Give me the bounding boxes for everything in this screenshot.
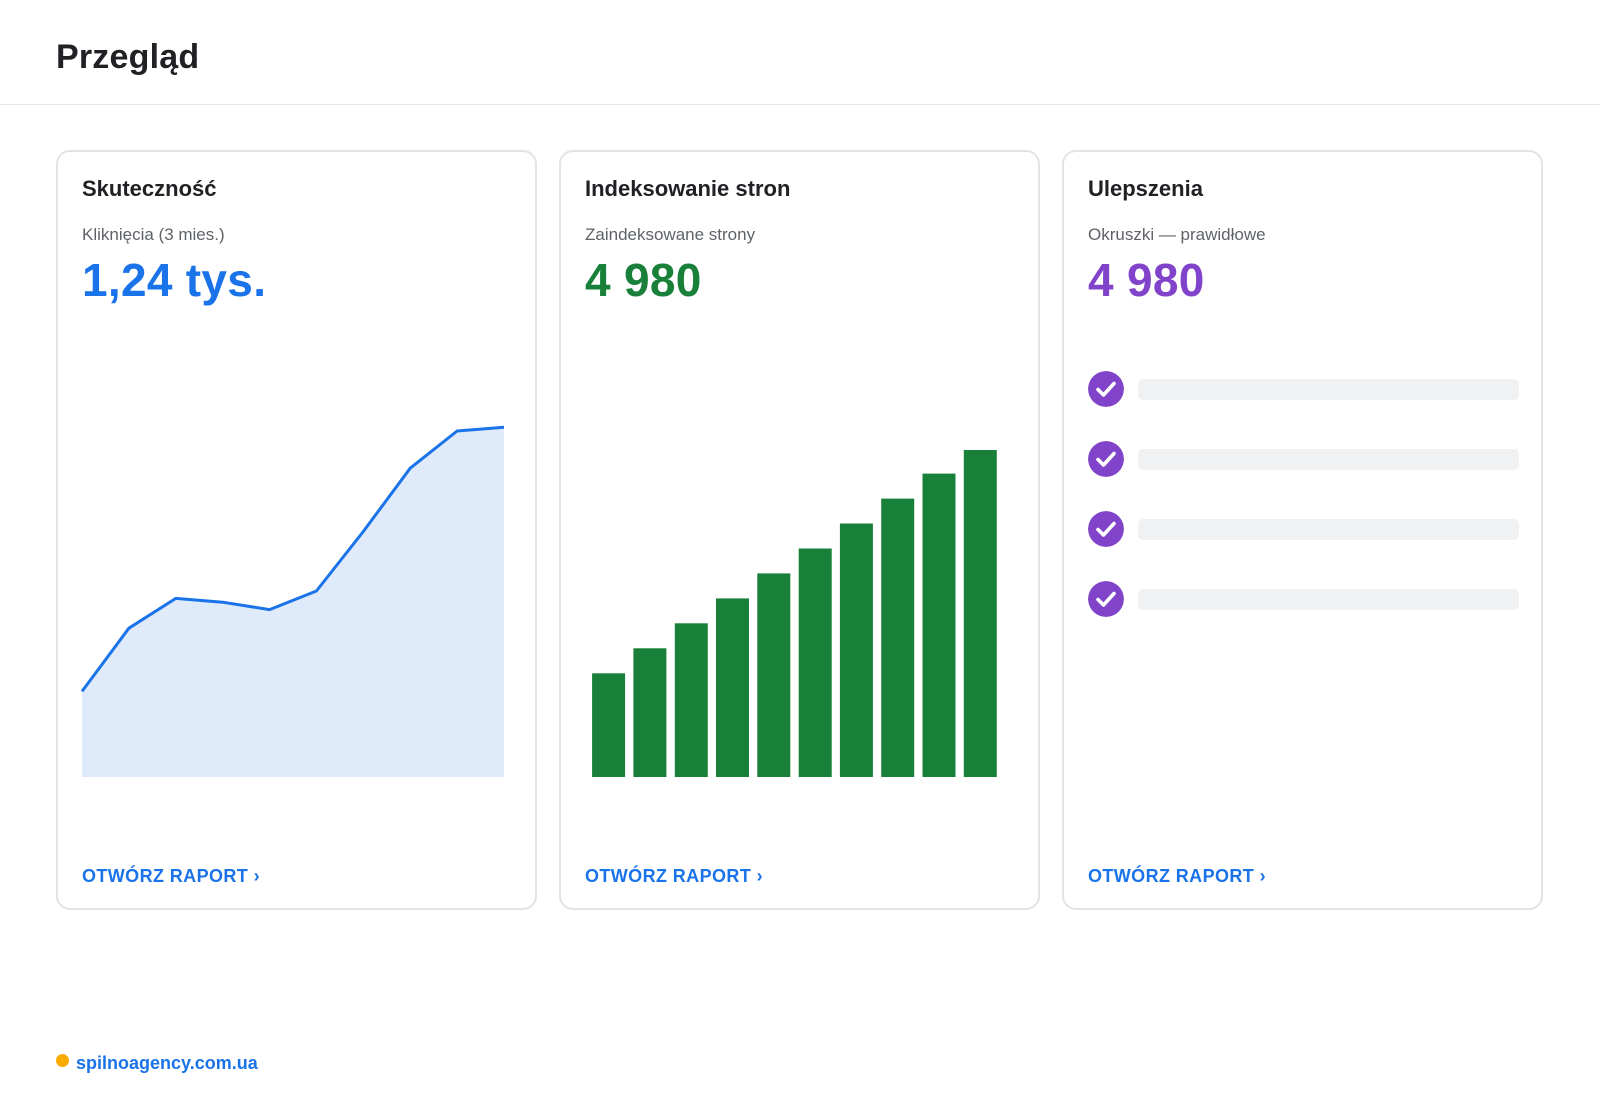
list-item bbox=[1088, 581, 1521, 617]
card-subtitle: Zaindeksowane strony bbox=[585, 225, 756, 244]
card-subtitle: Okruszki — prawidłowe bbox=[1088, 225, 1266, 244]
list-item bbox=[1088, 371, 1521, 407]
bar bbox=[922, 473, 956, 777]
list-item bbox=[1088, 511, 1521, 547]
footer-site-link[interactable]: spilnoagency.com.ua bbox=[76, 1053, 258, 1073]
bar bbox=[633, 648, 667, 777]
card-metric: 4 980 bbox=[585, 254, 702, 306]
list-item bbox=[1088, 441, 1521, 477]
check-circle-icon bbox=[1088, 511, 1124, 547]
open-report-link[interactable]: OTWÓRZ RAPORT › bbox=[82, 866, 260, 886]
card-metric: 4 980 bbox=[1088, 254, 1205, 306]
area-fill bbox=[82, 427, 504, 777]
bar bbox=[963, 450, 997, 777]
enhancements-card: Ulepszenia Okruszki — prawidłowe 4 980 O… bbox=[1062, 150, 1543, 910]
series-line bbox=[80, 425, 505, 693]
check-circle-icon bbox=[1088, 441, 1124, 477]
card-title: Skuteczność bbox=[82, 176, 217, 201]
bar bbox=[757, 573, 791, 777]
breadcrumbs-checklist bbox=[1088, 371, 1521, 651]
bar bbox=[798, 548, 832, 777]
card-title: Indeksowanie stron bbox=[585, 176, 791, 201]
card-metric: 1,24 tys. bbox=[82, 254, 267, 306]
clicks-area-chart bbox=[80, 425, 505, 777]
placeholder-bar bbox=[1138, 449, 1519, 470]
bar bbox=[716, 598, 749, 777]
performance-card: Skuteczność Kliknięcia (3 mies.) 1,24 ty… bbox=[56, 150, 537, 910]
bar bbox=[881, 498, 915, 777]
card-subtitle: Kliknięcia (3 mies.) bbox=[82, 225, 225, 244]
open-report-link[interactable]: OTWÓRZ RAPORT › bbox=[585, 866, 763, 886]
indexing-card: Indeksowanie stron Zaindeksowane strony … bbox=[559, 150, 1040, 910]
top-bar: Przegląd bbox=[0, 0, 1600, 105]
placeholder-bar bbox=[1138, 519, 1519, 540]
page-title: Przegląd bbox=[56, 38, 200, 76]
placeholder-bar bbox=[1138, 379, 1519, 400]
indexed-pages-bar-chart bbox=[592, 450, 997, 777]
check-circle-icon bbox=[1088, 581, 1124, 617]
bar bbox=[674, 623, 708, 777]
bar bbox=[839, 523, 873, 777]
bar bbox=[592, 673, 626, 777]
footer: spilnoagency.com.ua bbox=[56, 1053, 258, 1074]
footer-dot-icon bbox=[56, 1054, 69, 1067]
open-report-link[interactable]: OTWÓRZ RAPORT › bbox=[1088, 866, 1266, 886]
check-circle-icon bbox=[1088, 371, 1124, 407]
placeholder-bar bbox=[1138, 589, 1519, 610]
card-title: Ulepszenia bbox=[1088, 176, 1203, 201]
